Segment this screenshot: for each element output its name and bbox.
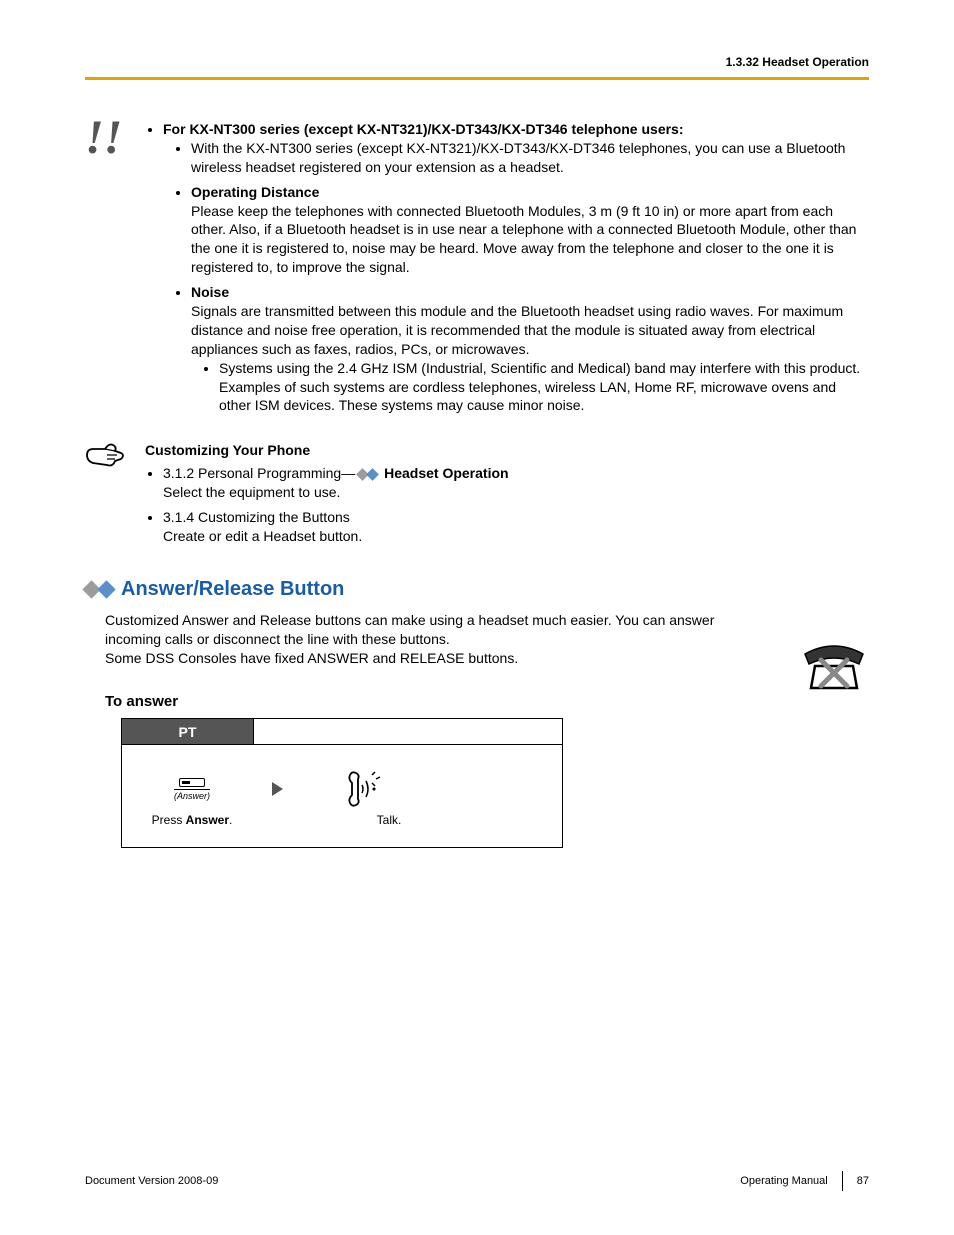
- procedure-step2: [313, 769, 413, 809]
- important-icon: !!: [85, 116, 129, 159]
- cust-item1-pre: 3.1.2 Personal Programming—: [163, 465, 355, 481]
- cust-item1-sub: Select the equipment to use.: [163, 484, 340, 500]
- step1-caption: Press Answer.: [142, 813, 242, 827]
- op-dist-label: Operating Distance: [191, 184, 319, 200]
- customizing-block: Customizing Your Phone 3.1.2 Personal Pr…: [85, 441, 869, 547]
- arrow-right-icon: [272, 782, 283, 796]
- notice-noise: Noise Signals are transmitted between th…: [191, 283, 869, 415]
- section-heading: Answer/Release Button: [121, 578, 344, 601]
- header-rule: [85, 77, 869, 80]
- answer-button-icon: (Answer): [174, 778, 210, 801]
- notice-main: For KX-NT300 series (except KX-NT321)/KX…: [163, 120, 869, 415]
- section-heading-row: Answer/Release Button: [85, 578, 869, 601]
- noise-label: Noise: [191, 284, 229, 300]
- procedure-subheading: To answer: [105, 693, 869, 710]
- header-section-label: 1.3.32 Headset Operation: [85, 55, 869, 77]
- procedure-tab: PT: [122, 719, 254, 745]
- customizing-item2: 3.1.4 Customizing the Buttons Create or …: [163, 508, 869, 546]
- phone-offhook-icon: [799, 636, 869, 696]
- section-para1: Customized Answer and Release buttons ca…: [105, 611, 759, 649]
- op-dist-text: Please keep the telephones with connecte…: [191, 203, 856, 276]
- procedure-box: PT (Answer): [121, 718, 563, 848]
- section-para2: Some DSS Consoles have fixed ANSWER and …: [105, 649, 759, 668]
- footer-doc-version: Document Version 2008-09: [85, 1175, 218, 1187]
- answer-button-label: (Answer): [174, 789, 210, 801]
- cust-item1-bold: Headset Operation: [380, 465, 508, 481]
- footer-page-number: 87: [857, 1175, 869, 1187]
- notice-op-dist: Operating Distance Please keep the telep…: [191, 183, 869, 277]
- step2-caption: Talk.: [339, 813, 439, 827]
- pointing-hand-icon: [85, 441, 125, 469]
- notice-main-label: For KX-NT300 series (except KX-NT321)/KX…: [163, 121, 684, 137]
- page-footer: Document Version 2008-09 Operating Manua…: [85, 1171, 869, 1191]
- procedure-step1: (Answer): [142, 778, 242, 801]
- customizing-title: Customizing Your Phone: [145, 441, 869, 460]
- important-note-block: !! For KX-NT300 series (except KX-NT321)…: [85, 120, 869, 417]
- notice-sub1: With the KX-NT300 series (except KX-NT32…: [191, 139, 869, 177]
- cust-item2-sub: Create or edit a Headset button.: [163, 528, 362, 544]
- customizing-item1: 3.1.2 Personal Programming— Headset Oper…: [163, 464, 869, 502]
- footer-separator: [842, 1171, 843, 1191]
- noise-text: Signals are transmitted between this mod…: [191, 303, 843, 357]
- cust-item2: 3.1.4 Customizing the Buttons: [163, 509, 350, 525]
- talk-handset-icon: [344, 769, 382, 809]
- heading-diamond-icon: [85, 583, 113, 596]
- footer-manual-label: Operating Manual: [740, 1175, 827, 1187]
- noise-sub-bullet: Systems using the 2.4 GHz ISM (Industria…: [219, 359, 869, 416]
